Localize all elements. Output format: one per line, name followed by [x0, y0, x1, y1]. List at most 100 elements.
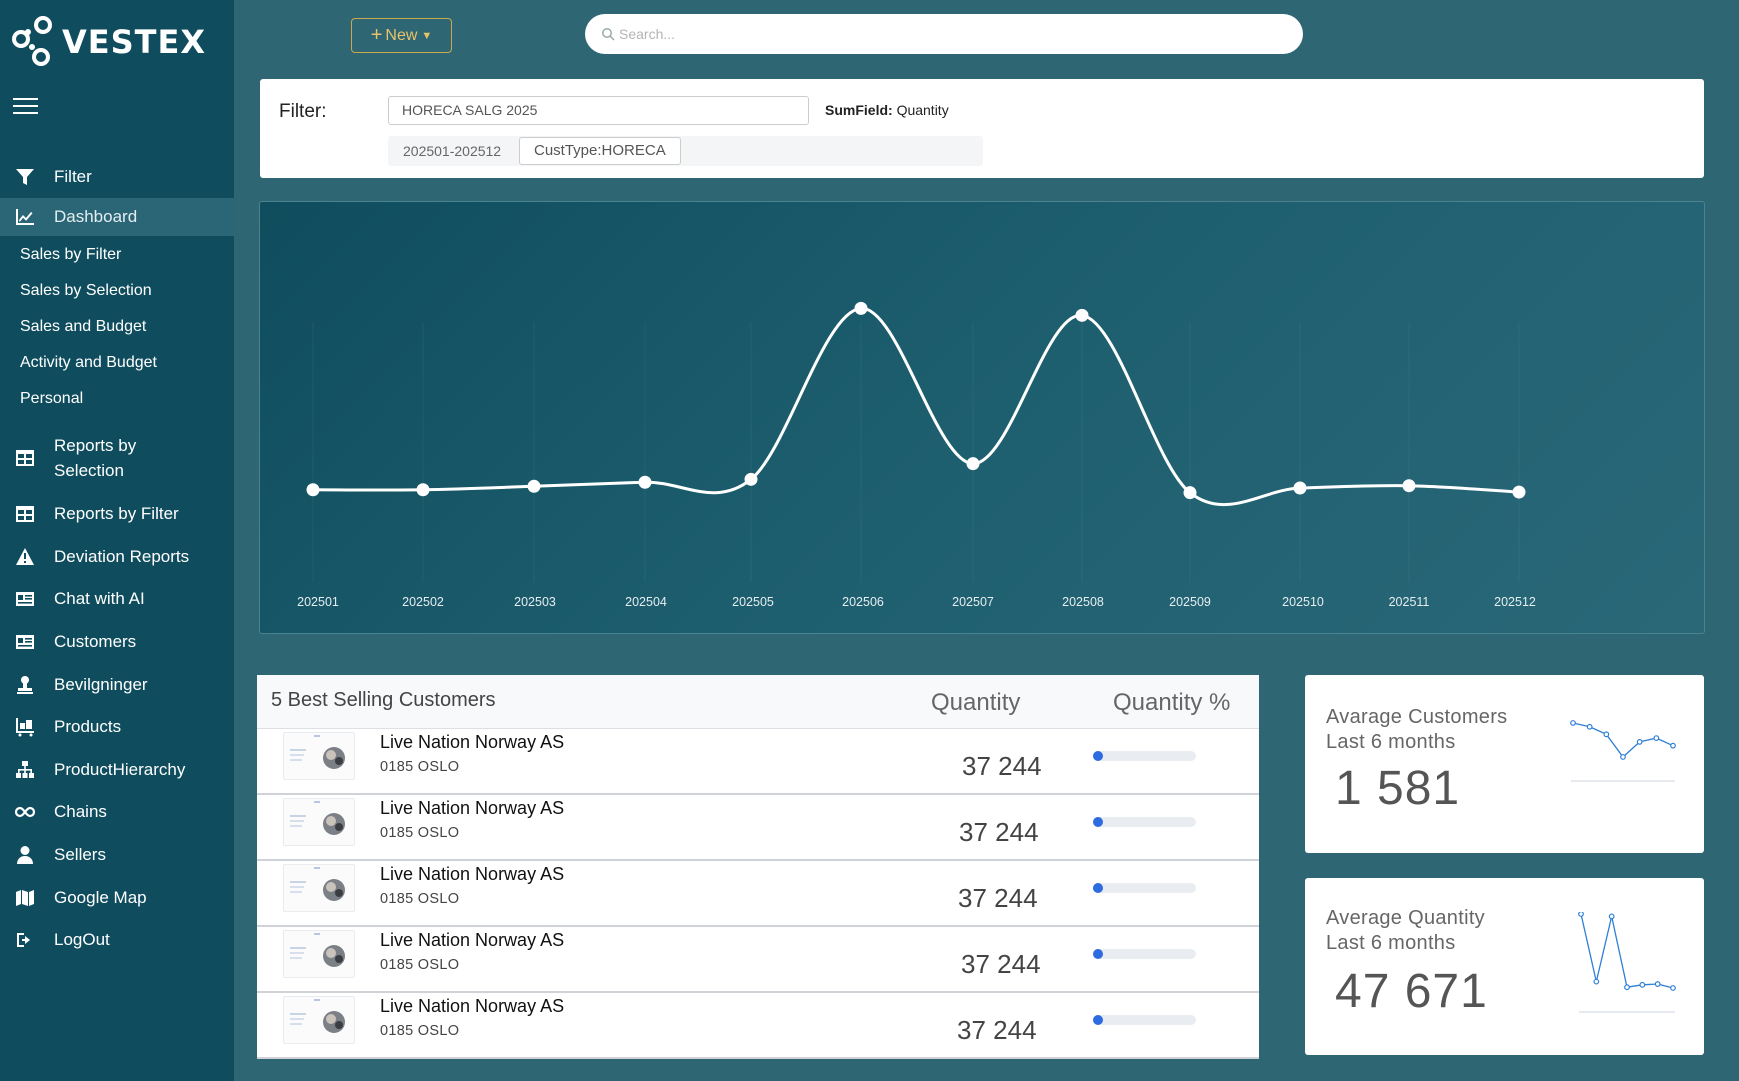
- new-button[interactable]: + New ▼: [351, 18, 452, 53]
- x-tick-label: 202511: [1389, 595, 1430, 609]
- chart-data-point[interactable]: [306, 483, 320, 497]
- sparkline-point: [1654, 981, 1661, 987]
- x-tick-label: 202505: [732, 595, 774, 609]
- brand-logo[interactable]: VESTEX: [10, 14, 206, 70]
- period-tag[interactable]: 202501-202512: [403, 143, 502, 159]
- customer-name[interactable]: Live Nation Norway AS: [380, 996, 565, 1016]
- sparkline-point: [1578, 912, 1584, 917]
- sparkline-point: [1603, 731, 1610, 738]
- table-row[interactable]: Live Nation Norway AS 0185 OSLO 37 244: [257, 861, 1259, 927]
- filter-tags: 202501-202512 CustType:HORECA: [388, 136, 983, 166]
- filter-name-field[interactable]: HORECA SALG 2025: [388, 96, 809, 125]
- line-chart-icon: [13, 207, 37, 227]
- sparkline-line: [1580, 913, 1674, 989]
- sidebar-item-label: Chat with AI: [54, 589, 145, 608]
- best-sellers-panel: 5 Best Selling Customers Quantity Quanti…: [257, 675, 1259, 1059]
- sidebar-item-label: Deviation Reports: [54, 547, 190, 566]
- sidebar-item-bevilgninger[interactable]: Bevilgninger: [0, 673, 234, 697]
- customer-name[interactable]: Live Nation Norway AS: [380, 732, 565, 752]
- quantity-pct-bar: [1093, 817, 1196, 827]
- customer-thumbnail: [283, 930, 355, 978]
- chart-data-point[interactable]: [966, 457, 980, 471]
- x-tick-label: 202509: [1169, 595, 1211, 609]
- avg-customers-sparkline: [1570, 720, 1676, 782]
- customer-name[interactable]: Live Nation Norway AS: [380, 864, 565, 884]
- hamburger-menu-icon[interactable]: [13, 98, 38, 116]
- sparkline-point: [1570, 720, 1576, 726]
- chart-data-point[interactable]: [1293, 481, 1307, 495]
- sidebar-item-reports-by-selection[interactable]: Reports by Selection: [0, 432, 234, 484]
- x-tick-label: 202512: [1494, 595, 1536, 609]
- sidebar-subitem-personal[interactable]: Personal: [20, 390, 84, 407]
- sidebar-item-products[interactable]: Products: [0, 715, 234, 739]
- quantity-pct-bar-fill: [1093, 817, 1103, 827]
- sidebar-item-dashboard[interactable]: Dashboard: [0, 198, 234, 236]
- sidebar-item-customers[interactable]: Customers: [0, 630, 234, 654]
- sidebar-item-chat-with-ai[interactable]: Chat with AI: [0, 587, 234, 611]
- table-icon: [13, 504, 37, 524]
- sidebar-item-reports-by-filter[interactable]: Reports by Filter: [0, 502, 234, 526]
- customer-quantity: 37 244: [962, 751, 1042, 781]
- table-row[interactable]: Live Nation Norway AS 0185 OSLO 37 244: [257, 795, 1259, 861]
- sidebar-subitem-sales-and-budget[interactable]: Sales and Budget: [20, 318, 147, 335]
- chart-data-point[interactable]: [1402, 479, 1416, 493]
- customer-city: 0185 OSLO: [380, 759, 460, 775]
- chart-data-point[interactable]: [1512, 485, 1526, 499]
- x-tick-label: 202508: [1062, 595, 1104, 609]
- best-sellers-title: 5 Best Selling Customers: [271, 689, 496, 711]
- chart-data-point[interactable]: [744, 472, 758, 486]
- custtype-tag[interactable]: CustType:HORECA: [519, 137, 681, 165]
- sidebar-item-chains[interactable]: Chains: [0, 800, 234, 824]
- quantity-pct-bar: [1093, 751, 1196, 761]
- sidebar-item-label: Bevilgninger: [54, 675, 148, 694]
- customer-quantity: 37 244: [961, 949, 1041, 979]
- x-tick-label: 202504: [625, 595, 667, 609]
- sidebar-item-label: LogOut: [54, 930, 110, 949]
- sidebar-subitem-activity-and-budget[interactable]: Activity and Budget: [20, 354, 157, 371]
- chart-data-point[interactable]: [638, 475, 652, 489]
- sparkline-point: [1620, 754, 1626, 760]
- sidebar-item-label: Dashboard: [54, 207, 138, 226]
- sidebar-subitem-sales-by-filter[interactable]: Sales by Filter: [20, 246, 122, 263]
- customer-name[interactable]: Live Nation Norway AS: [380, 930, 565, 950]
- sidebar-item-label: ProductHierarchy: [54, 760, 186, 779]
- sidebar-item-google-map[interactable]: Google Map: [0, 886, 234, 910]
- sidebar-subitem-sales-by-selection[interactable]: Sales by Selection: [20, 282, 152, 299]
- x-tick-label: 202506: [842, 595, 884, 609]
- chart-data-point[interactable]: [854, 301, 868, 315]
- avg-customers-title-line2: Last 6 months: [1326, 731, 1456, 753]
- customer-name[interactable]: Live Nation Norway AS: [380, 798, 565, 818]
- sidebar-item-sellers[interactable]: Sellers: [0, 843, 234, 867]
- sidebar-item-deviation-reports[interactable]: Deviation Reports: [0, 545, 234, 569]
- infinity-icon: [13, 802, 37, 822]
- user-icon: [13, 845, 37, 865]
- column-header-quantity[interactable]: Quantity: [931, 689, 1021, 716]
- customer-quantity: 37 244: [959, 817, 1039, 847]
- sidebar-item-producthierarchy[interactable]: ProductHierarchy: [0, 758, 234, 782]
- sidebar-item-label: Sellers: [54, 845, 106, 864]
- sparkline-point: [1639, 981, 1646, 988]
- caret-down-icon: ▼: [421, 29, 433, 42]
- column-header-quantity-pct[interactable]: Quantity %: [1113, 689, 1231, 716]
- x-tick-label: 202503: [514, 595, 556, 609]
- x-tick-label: 202501: [297, 595, 339, 609]
- quantity-pct-bar: [1093, 949, 1196, 959]
- table-row[interactable]: Live Nation Norway AS 0185 OSLO 37 244: [257, 927, 1259, 993]
- sidebar-item-filter[interactable]: Filter: [0, 165, 234, 189]
- quantity-pct-bar-fill: [1093, 751, 1103, 761]
- customer-city: 0185 OSLO: [380, 957, 460, 973]
- customer-city: 0185 OSLO: [380, 891, 460, 907]
- search-bar[interactable]: [585, 14, 1303, 54]
- avg-quantity-sparkline: [1578, 912, 1676, 1013]
- x-tick-label: 202510: [1282, 595, 1324, 609]
- chart-data-point[interactable]: [1075, 308, 1089, 322]
- sidebar-item-logout[interactable]: LogOut: [0, 928, 234, 952]
- avg-quantity-value: 47 671: [1335, 965, 1488, 1018]
- chart-data-point[interactable]: [527, 479, 541, 493]
- search-input[interactable]: [619, 26, 1259, 42]
- logout-icon: [13, 930, 37, 950]
- table-row[interactable]: Live Nation Norway AS 0185 OSLO 37 244: [257, 729, 1259, 795]
- chart-data-point[interactable]: [416, 483, 430, 497]
- table-row[interactable]: Live Nation Norway AS 0185 OSLO 37 244: [257, 993, 1259, 1059]
- chart-data-point[interactable]: [1183, 486, 1197, 500]
